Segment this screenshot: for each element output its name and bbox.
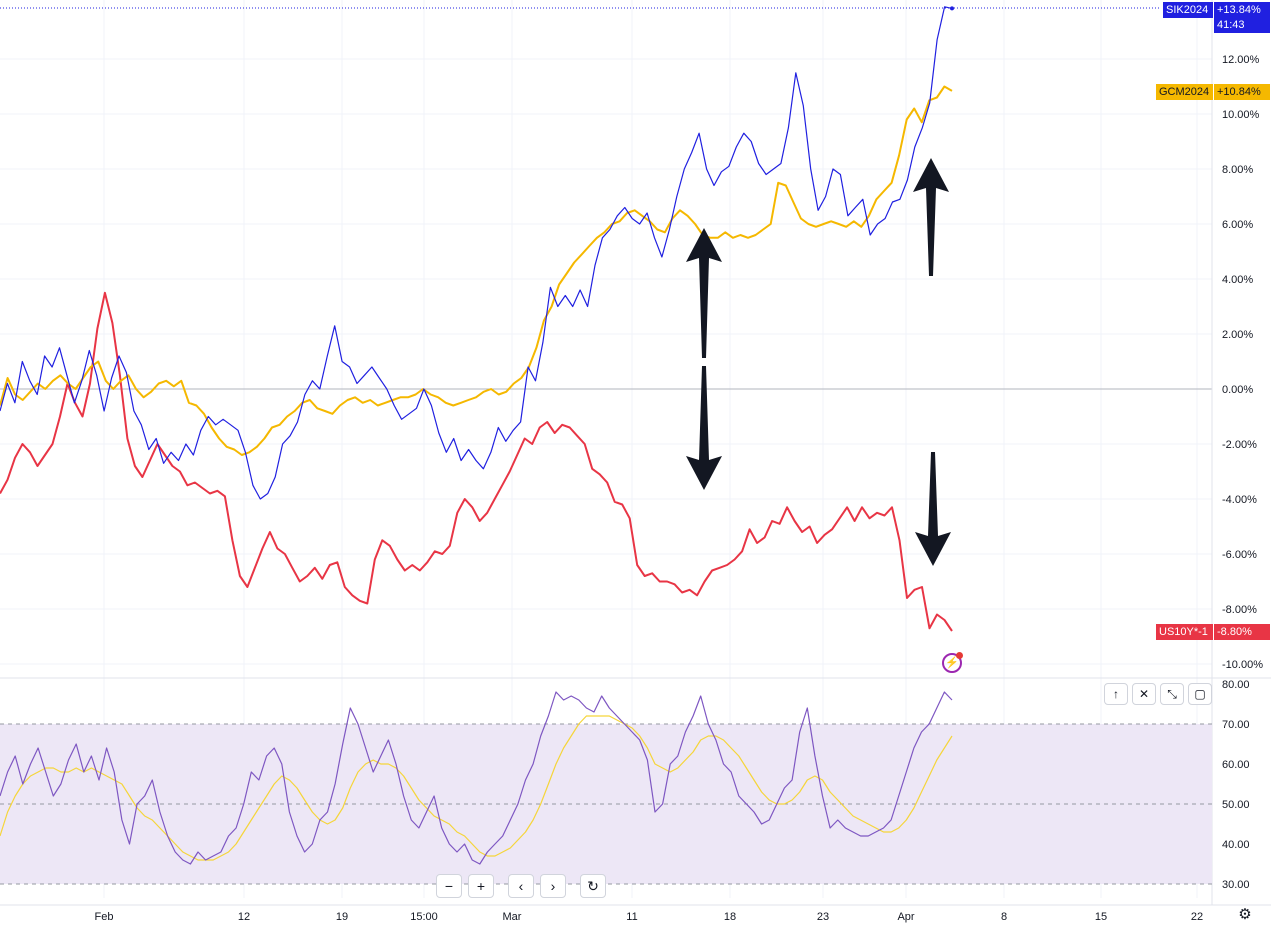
arrow-shape (686, 228, 722, 358)
arrow-down-yield-apr[interactable] (915, 452, 951, 566)
x-tick-label: 11 (626, 911, 637, 923)
x-tick-label: 15:00 (410, 911, 438, 923)
y-tick-label: 8.00% (1222, 164, 1253, 176)
x-tick-label: 23 (817, 911, 829, 923)
arrow-shape (686, 366, 722, 490)
rsi-tick-label: 70.00 (1222, 719, 1250, 731)
rsi-tick-label: 40.00 (1222, 839, 1250, 851)
x-tick-label: 19 (336, 911, 348, 923)
x-tick-label: 8 (1001, 911, 1007, 923)
rsi-tick-label: 50.00 (1222, 799, 1250, 811)
pane-maximize-button[interactable]: ▢ (1188, 683, 1212, 705)
y-tick-label: -2.00% (1222, 439, 1257, 451)
y-tick-label: 4.00% (1222, 274, 1253, 286)
rsi-tick-label: 30.00 (1222, 879, 1250, 891)
rsi-ma-line (0, 715, 953, 861)
sik-last-dot (950, 6, 954, 11)
gcm-last-value: +10.84% (1214, 84, 1270, 100)
rsi-line (0, 691, 953, 865)
sik2024-line (0, 6, 953, 500)
grid (0, 0, 1271, 906)
y-tick-label: 2.00% (1222, 329, 1253, 341)
scroll-left-button[interactable]: ‹ (508, 874, 534, 898)
arrow-down-yield[interactable] (686, 366, 722, 490)
x-tick-label: 18 (724, 911, 736, 923)
sik-last-tag: SIK2024 (1163, 2, 1213, 18)
x-tick-label: Feb (95, 911, 114, 923)
lightning-alert-icon[interactable]: ⚡ (942, 652, 963, 673)
zoom-out-button[interactable]: − (436, 874, 462, 898)
gear-icon[interactable]: ⚙ (1238, 906, 1252, 923)
x-tick-label: 12 (238, 911, 250, 923)
rsi-overbought-oversold-band (0, 724, 1212, 884)
rsi-tick-label: 80.00 (1222, 679, 1250, 691)
y-tick-label: 10.00% (1222, 109, 1260, 121)
us10y-last-value: -8.80% (1214, 624, 1270, 640)
y-tick-label: -6.00% (1222, 549, 1257, 561)
sik-last-value: +13.84% (1214, 2, 1270, 18)
x-tick-label: 22 (1191, 911, 1203, 923)
scroll-right-button[interactable]: › (540, 874, 566, 898)
x-tick-label: 15 (1095, 911, 1107, 923)
y-tick-label: 6.00% (1222, 219, 1253, 231)
reset-chart-button[interactable]: ↻ (580, 874, 606, 898)
us10y-last-tag: US10Y*-1 (1156, 624, 1213, 640)
us10y-line (0, 291, 953, 632)
rsi-band (0, 723, 1212, 885)
y-tick-label: 12.00% (1222, 54, 1260, 66)
arrow-up-gold[interactable] (686, 228, 722, 358)
gcm2024-line (0, 85, 953, 456)
pane-close-button[interactable]: ✕ (1132, 683, 1156, 705)
arrow-shape (915, 452, 951, 566)
y-tick-label: 0.00% (1222, 384, 1253, 396)
zoom-in-button[interactable]: + (468, 874, 494, 898)
y-tick-label: -10.00% (1222, 659, 1263, 671)
pane-move-up-button[interactable]: ↑ (1104, 683, 1128, 705)
y-tick-label: -8.00% (1222, 604, 1257, 616)
series-layer (0, 6, 954, 865)
arrow-up-silver[interactable] (913, 158, 949, 276)
rsi-tick-label: 60.00 (1222, 759, 1250, 771)
x-tick-label: Apr (897, 911, 914, 923)
sik-countdown: 41:43 (1214, 17, 1270, 33)
x-tick-label: Mar (503, 911, 522, 923)
y-tick-label: -4.00% (1222, 494, 1257, 506)
annotation-arrows[interactable] (686, 158, 951, 566)
pane-collapse-button[interactable]: ⤡ (1160, 683, 1184, 705)
gcm-last-tag: GCM2024 (1156, 84, 1213, 100)
arrow-shape (913, 158, 949, 276)
axes: 12.00% 10.00% 8.00% 6.00% 4.00% 2.00% 0.00% -2.… (95, 54, 1264, 923)
